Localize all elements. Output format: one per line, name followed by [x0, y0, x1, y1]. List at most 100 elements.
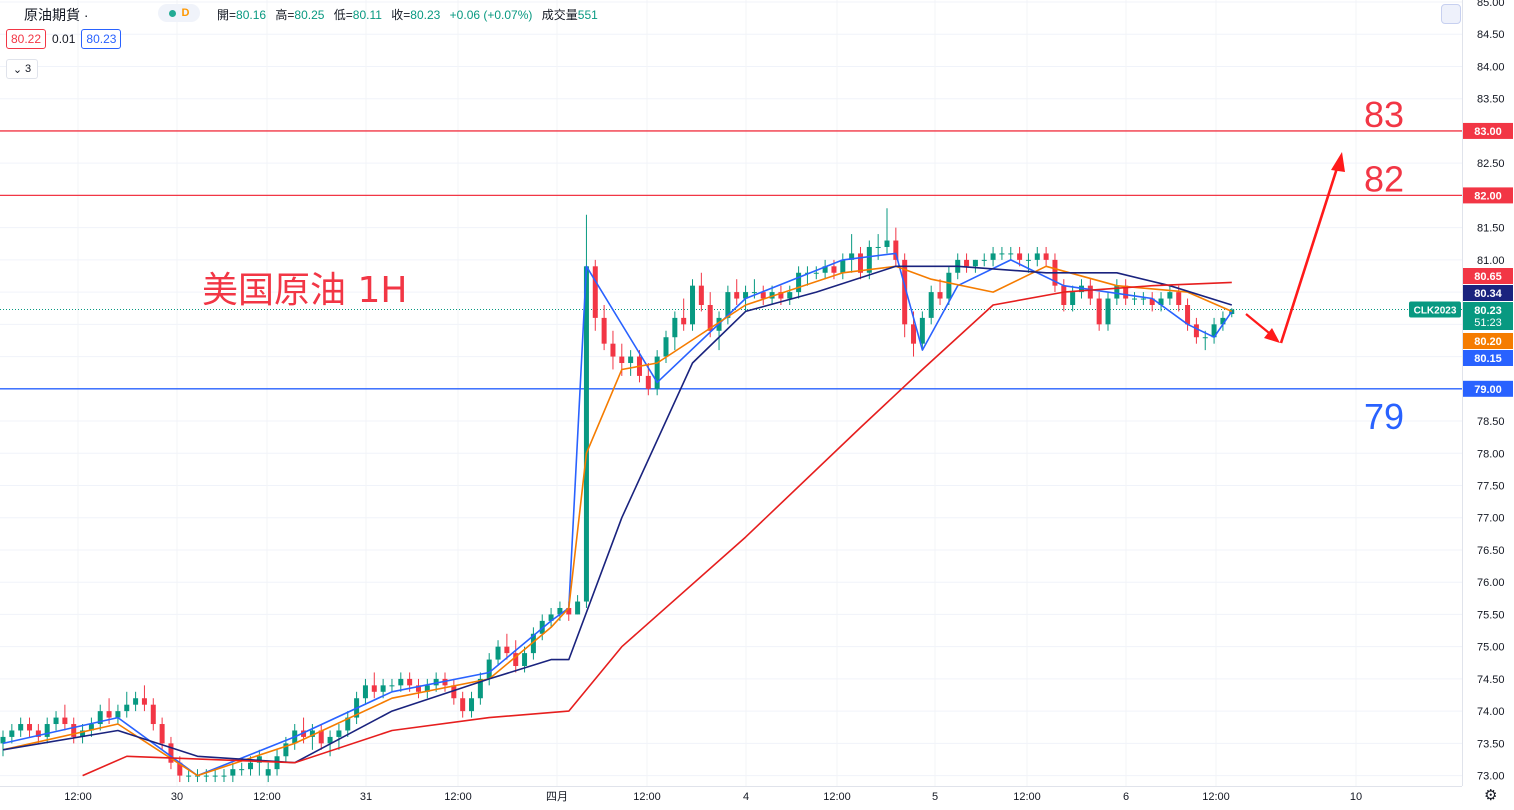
candle-body [981, 259, 987, 261]
candle-body [628, 356, 634, 364]
candle [628, 350, 634, 376]
candle-body [27, 724, 33, 731]
level-tag-label: 83.00 [1474, 126, 1502, 138]
candle-body [751, 292, 757, 294]
time-tick-label: 12:00 [823, 791, 851, 803]
candle-body [1176, 292, 1182, 305]
price-tick-label: 85.00 [1477, 0, 1505, 9]
candle [796, 266, 802, 299]
candle-body [725, 292, 731, 318]
candle-body [769, 292, 775, 299]
candle-body [309, 730, 315, 737]
candle-body [44, 724, 50, 737]
buy-button[interactable]: 80.23 [81, 29, 122, 49]
candle-body [822, 266, 828, 273]
time-tick-label: 12:00 [253, 791, 281, 803]
candle [9, 724, 15, 744]
candle [1017, 246, 1023, 267]
time-tick-label: 4 [743, 791, 749, 803]
candle [380, 678, 386, 699]
screenshot-icon[interactable] [1441, 4, 1461, 24]
candle [769, 285, 775, 305]
candle-body [318, 730, 324, 744]
candle-body [177, 762, 183, 776]
market-open-dot-icon [168, 9, 176, 17]
candle [813, 266, 819, 280]
candle [1034, 246, 1040, 267]
symbol-title[interactable]: 原油期貨 · [24, 7, 89, 23]
candle [177, 756, 183, 783]
indicators-toggle[interactable]: ⌄ 3 [6, 59, 38, 79]
candle-body [1017, 253, 1023, 260]
candle [1105, 292, 1111, 331]
candle-body [486, 659, 492, 679]
candle-body [592, 266, 598, 318]
price-tick-label: 73.00 [1477, 771, 1505, 783]
candle [486, 653, 492, 686]
candle [849, 234, 855, 273]
candle-body [583, 266, 589, 602]
candle-body [133, 698, 139, 705]
candle [601, 304, 607, 351]
candle [734, 279, 740, 305]
candle [141, 685, 147, 712]
candle-body [106, 711, 112, 718]
candle-body [610, 343, 616, 357]
candle [928, 285, 934, 325]
candle [707, 292, 713, 338]
ticker-tag-label: CLK2023 [1414, 306, 1457, 317]
candlesticks [0, 208, 1235, 783]
time-tick-label: 四月 [546, 791, 568, 803]
close-label: 收= [391, 8, 411, 22]
open-label: 開= [217, 8, 237, 22]
sell-button[interactable]: 80.22 [6, 29, 47, 49]
volume-label: 成交量 [541, 8, 578, 22]
time-axis[interactable]: 12:00 30 12:00 31 12:00 四月 12:00 4 12:00 5 12:00 6 1… [0, 786, 1462, 804]
price-tick-label: 82.50 [1477, 158, 1505, 170]
gear-icon[interactable]: ⚙ [1484, 787, 1498, 804]
market-status-pill[interactable]: D [158, 4, 200, 22]
chart-title: 美国原油 1H [202, 270, 407, 311]
candle-body [433, 678, 439, 686]
level-tag-label: 79.00 [1474, 384, 1502, 396]
candle [1096, 292, 1102, 331]
candle [575, 595, 581, 615]
candle-body [345, 717, 351, 731]
candle-body [964, 259, 970, 267]
candle-body [557, 607, 563, 615]
candle [62, 704, 68, 731]
candle-body [1105, 298, 1111, 325]
candle-body [53, 717, 59, 725]
candle-body [380, 685, 386, 692]
time-tick-label: 5 [932, 791, 938, 803]
price-tick-label: 75.00 [1477, 642, 1505, 654]
level-annotation: 79 [1364, 396, 1404, 437]
arrow-up-line [1279, 164, 1340, 344]
candle [504, 633, 510, 660]
candle [972, 259, 978, 273]
candle [133, 691, 139, 712]
candle-body [513, 653, 519, 667]
price-tick-label: 74.00 [1477, 706, 1505, 718]
candle-body [928, 292, 934, 318]
candle-body [230, 769, 236, 776]
candle-body [239, 769, 245, 771]
time-tick-label: 12:00 [1202, 791, 1230, 803]
price-axis[interactable]: 85.00 84.50 84.00 83.50 83.00 82.50 82.00 81.50… [1462, 0, 1514, 810]
grid-lines [0, 0, 1462, 786]
candle [654, 350, 660, 396]
candle-body [203, 775, 209, 777]
candle [866, 240, 872, 280]
candle [239, 762, 245, 776]
candle [27, 717, 33, 737]
candle [919, 311, 925, 351]
candle [336, 724, 342, 750]
candle [946, 266, 952, 305]
time-tick-label: 10 [1350, 791, 1362, 803]
candle-body [654, 356, 660, 389]
time-tick-label: 12:00 [1013, 791, 1041, 803]
candle [937, 279, 943, 305]
candle [433, 672, 439, 692]
candle-body [875, 246, 881, 248]
